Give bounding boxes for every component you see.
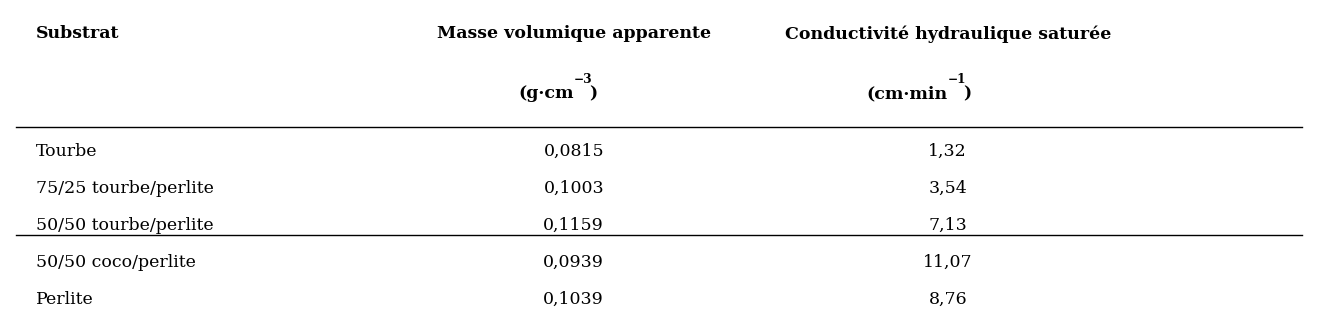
Text: 0,0939: 0,0939 (543, 254, 604, 271)
Text: −3: −3 (573, 73, 592, 86)
Text: 8,76: 8,76 (928, 291, 967, 308)
Text: 50/50 tourbe/perlite: 50/50 tourbe/perlite (36, 217, 214, 234)
Text: Perlite: Perlite (36, 291, 94, 308)
Text: 11,07: 11,07 (923, 254, 973, 271)
Text: 0,1159: 0,1159 (543, 217, 604, 234)
Text: (g·cm: (g·cm (518, 85, 573, 102)
Text: −1: −1 (948, 73, 966, 86)
Text: Conductivité hydraulique saturée: Conductivité hydraulique saturée (784, 25, 1111, 43)
Text: Tourbe: Tourbe (36, 143, 98, 160)
Text: 50/50 coco/perlite: 50/50 coco/perlite (36, 254, 195, 271)
Text: 0,1039: 0,1039 (543, 291, 604, 308)
Text: ): ) (963, 85, 971, 102)
Text: 0,0815: 0,0815 (543, 143, 604, 160)
Text: 75/25 tourbe/perlite: 75/25 tourbe/perlite (36, 180, 214, 197)
Text: ): ) (589, 85, 597, 102)
Text: 1,32: 1,32 (928, 143, 967, 160)
Text: Masse volumique apparente: Masse volumique apparente (436, 26, 710, 42)
Text: 3,54: 3,54 (928, 180, 967, 197)
Text: (cm·min: (cm·min (867, 85, 948, 102)
Text: 0,1003: 0,1003 (543, 180, 604, 197)
Text: 7,13: 7,13 (928, 217, 967, 234)
Text: Substrat: Substrat (36, 26, 119, 42)
